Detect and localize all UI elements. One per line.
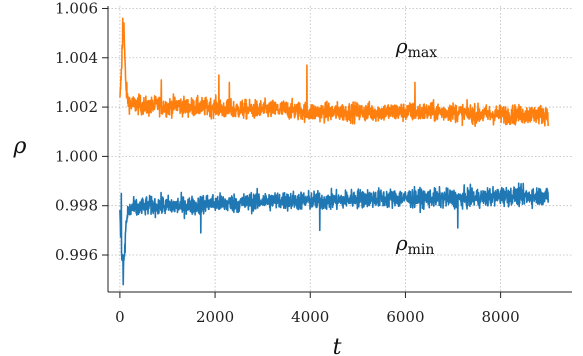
x-axis-label: t (333, 335, 342, 356)
annotation-rho-max: ρmax (395, 34, 437, 61)
x-tick-label: 8000 (482, 308, 520, 326)
grid-lines (108, 6, 572, 292)
y-tick-label: 1.004 (55, 49, 98, 67)
y-axis-label: ρ (13, 134, 27, 159)
annotation-base: ρ (395, 231, 408, 255)
y-tick-label: 1.002 (55, 98, 98, 116)
series-line-0 (119, 17, 550, 128)
x-tick-label: 0 (115, 308, 125, 326)
y-tick-label: 0.998 (55, 197, 98, 215)
series-line-1 (119, 182, 550, 286)
annotation-subscript: min (408, 242, 435, 258)
annotation-base: ρ (395, 34, 408, 58)
x-tick-label: 4000 (291, 308, 329, 326)
axes (107, 6, 572, 293)
series-layer (119, 17, 550, 286)
annotation-rho-min: ρmin (395, 231, 435, 258)
ticks: 0 2000 4000 6000 8000 0.996 0.998 1.000 1.002 1.0… (13, 0, 520, 356)
y-tick-label: 0.996 (55, 246, 98, 264)
x-tick-label: 6000 (386, 308, 424, 326)
y-tick-label: 1.000 (55, 147, 98, 165)
annotation-subscript: max (408, 45, 438, 61)
x-tick-label: 2000 (196, 308, 234, 326)
y-tick-label: 1.006 (55, 0, 98, 17)
